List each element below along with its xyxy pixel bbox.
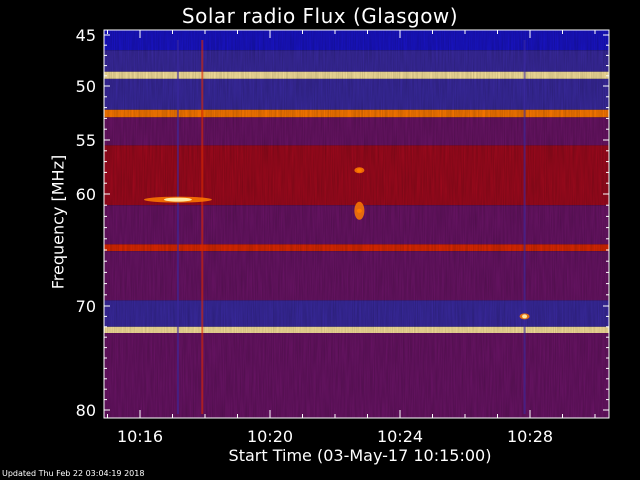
updated-footer: Updated Thu Feb 22 03:04:19 2018 — [2, 469, 145, 478]
noise-texture — [104, 30, 609, 418]
burst-markers — [143, 167, 530, 320]
x-tick-label-1: 10:20 — [247, 427, 293, 446]
y-tick-label-4: 70 — [76, 297, 96, 316]
streak-2 — [523, 40, 526, 414]
x-tick-label-2: 10:24 — [377, 427, 423, 446]
x-axis-label: Start Time (03-May-17 10:15:00) — [228, 446, 492, 465]
streak-0 — [176, 40, 179, 414]
x-ticks: 10:16 10:20 10:24 10:28 — [107, 30, 596, 446]
y-tick-label-0: 45 — [76, 26, 96, 45]
plot-frame — [103, 29, 610, 419]
streak-1 — [201, 40, 204, 414]
y-ticks: 45 50 55 60 70 80 — [76, 26, 609, 420]
y-tick-label-3: 60 — [76, 185, 96, 204]
y-tick-label-2: 55 — [76, 131, 96, 150]
burst-3 — [522, 314, 528, 319]
chart-title: Solar radio Flux (Glasgow) — [181, 4, 459, 28]
x-tick-label-0: 10:16 — [117, 427, 163, 446]
burst-1 — [356, 168, 362, 173]
y-tick-label-1: 50 — [76, 77, 96, 96]
x-tick-label-3: 10:28 — [507, 427, 553, 446]
burst-2 — [356, 208, 362, 213]
burst-0 — [163, 197, 192, 202]
vertical-streaks — [176, 40, 526, 414]
y-tick-label-5: 80 — [76, 401, 96, 420]
